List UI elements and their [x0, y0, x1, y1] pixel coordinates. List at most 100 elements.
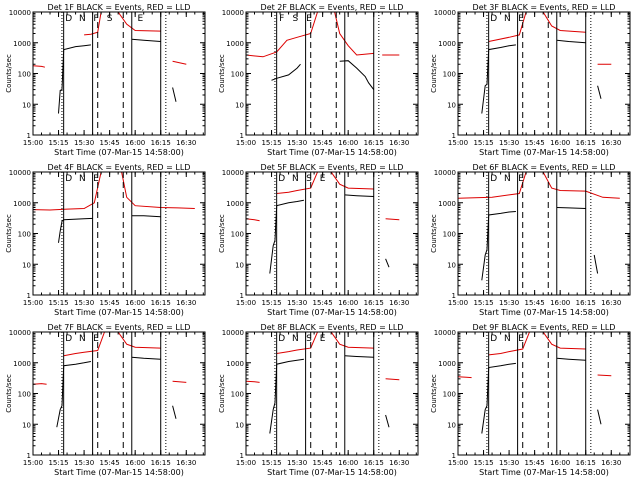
- x-tick-label: 16:00: [338, 139, 358, 147]
- x-tick-label: 15:15: [261, 299, 281, 307]
- x-tick-label: 16:30: [389, 459, 409, 467]
- x-axis-label: Start Time (07-Mar-15 14:58:00): [267, 148, 397, 157]
- x-tick-label: 15:00: [448, 139, 468, 147]
- x-tick-label: 16:00: [125, 459, 145, 467]
- x-tick-label: 15:30: [287, 459, 307, 467]
- region-label: D: [65, 174, 72, 184]
- y-tick-label: 10: [235, 101, 244, 109]
- x-tick-label: 16:30: [389, 139, 409, 147]
- events-line-black: [481, 357, 602, 434]
- y-tick-label: 1: [27, 132, 31, 140]
- y-axis-label: Counts/sec: [5, 214, 13, 253]
- panel-title: Det 4F BLACK = Events, RED = LLD: [48, 163, 191, 172]
- y-tick-label: 1000: [13, 200, 31, 208]
- plot-frame: [457, 331, 631, 456]
- region-label: N: [292, 174, 299, 184]
- region-label: D: [490, 174, 497, 184]
- region-label: D: [490, 334, 497, 344]
- x-tick-label: 15:30: [74, 299, 94, 307]
- x-axis-label: Start Time (07-Mar-15 14:58:00): [479, 468, 609, 477]
- plot-area: [246, 12, 400, 90]
- plot-frame: [245, 331, 419, 456]
- x-axis-label: Start Time (07-Mar-15 14:58:00): [267, 308, 397, 317]
- y-tick-label: 1000: [13, 40, 31, 48]
- x-tick-label: 15:15: [261, 459, 281, 467]
- y-axis-label: Counts/sec: [218, 54, 226, 93]
- y-tick-label: 10000: [434, 9, 456, 17]
- events-line-black: [481, 207, 599, 281]
- y-tick-label: 1: [27, 292, 31, 300]
- lld-line-red: [33, 172, 195, 211]
- x-tick-label: 16:00: [550, 459, 570, 467]
- region-label: N: [504, 334, 511, 344]
- lld-line-red: [458, 332, 612, 379]
- y-tick-label: 100: [231, 71, 244, 79]
- x-tick-label: 15:15: [473, 459, 493, 467]
- y-axis-label: Counts/sec: [5, 54, 13, 93]
- x-tick-label: 16:15: [151, 299, 171, 307]
- x-axis-label: Start Time (07-Mar-15 14:58:00): [54, 308, 184, 317]
- x-tick-label: 15:15: [261, 139, 281, 147]
- x-tick-label: 16:15: [151, 459, 171, 467]
- x-tick-label: 15:45: [313, 299, 333, 307]
- x-tick-label: 16:00: [338, 299, 358, 307]
- y-tick-label: 10000: [222, 169, 244, 177]
- y-tick-label: 1000: [13, 360, 31, 368]
- y-tick-label: 1: [452, 292, 456, 300]
- x-tick-label: 16:15: [151, 139, 171, 147]
- x-tick-label: 16:30: [601, 299, 621, 307]
- x-tick-label: 15:45: [100, 459, 120, 467]
- y-tick-label: 100: [18, 231, 31, 239]
- x-tick-label: 15:45: [100, 299, 120, 307]
- x-tick-label: 16:30: [176, 459, 196, 467]
- y-tick-label: 1: [27, 452, 31, 460]
- panel-title: Det 9F BLACK = Events, RED = LLD: [473, 323, 616, 332]
- detector-panel-2: F S E 1 10 100 1000 10000 15:00 15:15 15:30 15:45 16…: [218, 3, 419, 157]
- plot-area: [33, 172, 195, 243]
- region-label: N: [79, 14, 86, 24]
- plot-frame: [457, 11, 631, 136]
- x-tick-label: 15:30: [499, 139, 519, 147]
- region-label: S: [306, 334, 312, 344]
- y-tick-label: 1: [240, 292, 244, 300]
- region-label: E: [93, 174, 99, 184]
- x-tick-label: 15:15: [48, 459, 68, 467]
- y-tick-label: 10000: [9, 329, 31, 337]
- x-tick-label: 16:00: [338, 459, 358, 467]
- y-tick-label: 1000: [226, 40, 244, 48]
- plot-area: [458, 332, 612, 434]
- y-tick-label: 1: [452, 452, 456, 460]
- x-tick-label: 15:00: [236, 299, 256, 307]
- region-label: D: [65, 14, 72, 24]
- region-label: S: [107, 14, 113, 24]
- x-tick-label: 16:15: [576, 139, 596, 147]
- detector-panel-1: D N F S E 1 10 100 1000 10000 15:00 15:15 15:30 15:45…: [5, 3, 206, 157]
- y-tick-label: 100: [443, 231, 456, 239]
- panel-title: Det 5F BLACK = Events, RED = LLD: [261, 163, 404, 172]
- x-tick-label: 15:45: [100, 139, 120, 147]
- y-tick-label: 10: [22, 421, 31, 429]
- lld-line-red: [33, 12, 187, 68]
- y-axis-label: Counts/sec: [430, 54, 438, 93]
- detector-panel-7: D N E 1 10 100 1000 10000 15:00 15:15 15:30 15:45 16…: [5, 323, 206, 477]
- x-axis-label: Start Time (07-Mar-15 14:58:00): [479, 148, 609, 157]
- plot-area: [246, 172, 400, 274]
- y-tick-label: 10: [235, 261, 244, 269]
- lld-line-red: [33, 332, 187, 385]
- y-tick-label: 10000: [9, 9, 31, 17]
- x-tick-label: 15:00: [236, 139, 256, 147]
- region-label: E: [320, 174, 326, 184]
- x-tick-label: 15:45: [525, 139, 545, 147]
- region-label: N: [79, 174, 86, 184]
- y-tick-label: 10: [447, 101, 456, 109]
- region-label: N: [504, 174, 511, 184]
- plot-area: [33, 12, 187, 114]
- lld-line-red: [246, 12, 400, 58]
- region-label: S: [293, 14, 299, 24]
- y-tick-label: 10: [235, 421, 244, 429]
- events-line-black: [56, 356, 177, 428]
- y-tick-label: 1000: [438, 40, 456, 48]
- plot-frame: [32, 331, 206, 456]
- plot-area: [481, 12, 612, 114]
